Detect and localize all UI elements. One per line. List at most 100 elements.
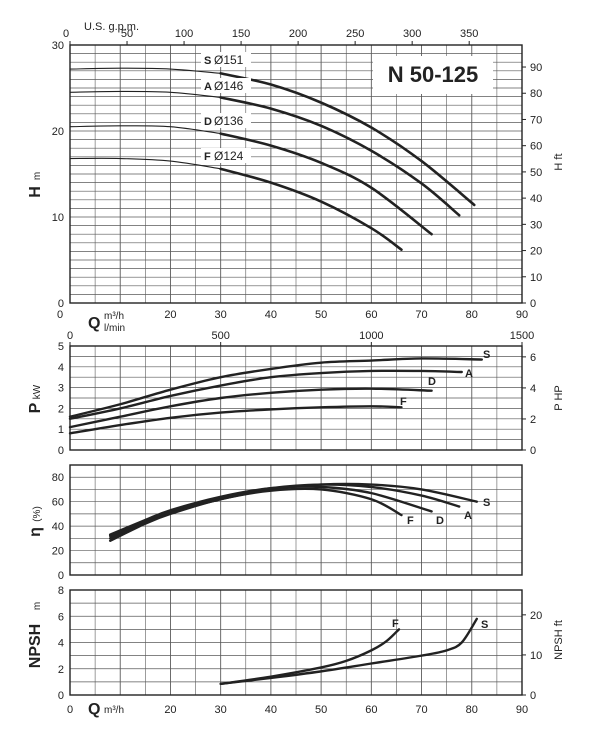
gpm-tick-label: 200 [289,28,307,40]
eff-axis-label: η [27,527,44,537]
eff-ytick-label: 0 [58,570,64,582]
lmin-tick-label: 500 [211,330,229,342]
hft-tick-label: 40 [530,193,542,205]
eff-frame [69,464,523,576]
gpm-tick-label: 50 [121,28,133,40]
power-curve-F [68,405,403,435]
q-bottom-axis-unit: m³/h [104,705,124,716]
head-ytick-label: 10 [52,212,64,224]
power-curve-D [68,387,433,429]
head-label-bg [201,78,251,93]
npsh-curve-F [219,628,401,686]
power-axis-label: P [27,402,44,413]
lmin-tick-label: 0 [67,330,73,342]
q-tick-label: 30 [215,309,227,321]
eff-ytick-label: 80 [52,472,64,484]
head-axis-label: H [27,186,44,198]
eff-ytick-label: 60 [52,497,64,509]
power-frame [69,345,523,451]
lmin-tick-label: 1000 [359,330,383,342]
npsh-grid [69,589,523,696]
q-axis-label: Q [88,315,100,332]
head-impeller-label: Ø136 [214,114,244,128]
q-tick-label: 90 [516,309,528,321]
head-curve-F [219,167,403,251]
power-series-label: D [428,376,436,388]
npsh-series-label: S [481,619,488,631]
hft-tick-label: 30 [530,219,542,231]
npshft-tick-label: 10 [530,650,542,662]
q-tick-label: 60 [365,309,377,321]
npsh-ytick-label: 8 [58,585,64,597]
head-curve-A-thin [69,90,222,99]
eff-series-label: A [464,510,472,522]
head-curve-F-thin [69,157,222,170]
eff-axis-unit: (%) [32,506,43,522]
q-tick-label: 0 [57,309,63,321]
eff-curve-F [108,487,403,542]
model-title: N 50-125 [388,62,479,87]
eff-series-label: F [407,515,414,527]
npsh-ytick-label: 6 [58,611,64,623]
head-frame [69,44,523,304]
q-tick-label: 20 [164,309,176,321]
q-bottom-tick-label: 50 [315,704,327,716]
npsh-ytick-label: 2 [58,664,64,676]
power-series-label: A [465,368,473,380]
power-curve-A [68,369,463,420]
hft-tick-label: 0 [530,298,536,310]
q-bottom-tick-label: 40 [265,704,277,716]
npsh-series-label: F [392,618,399,630]
head-curve-D [219,132,433,236]
power-series-label: F [400,396,407,408]
q-tick-label: 70 [415,309,427,321]
head-label-bg [201,52,251,67]
q-bottom-tick-label: 70 [415,704,427,716]
npsh-ytick-label: 4 [58,638,64,650]
head-ytick-label: 20 [52,126,64,138]
power-ytick-label: 5 [58,341,64,353]
q-tick-label: 80 [466,309,478,321]
php-tick-label: 6 [530,352,536,364]
q-bottom-tick-label: 0 [67,704,73,716]
head-series-label: S [204,55,211,67]
npsh-curve-S [219,617,478,686]
head-series-label: F [204,151,211,163]
eff-grid [69,464,523,576]
hft-tick-label: 10 [530,272,542,284]
lmin-tick-label: 1500 [510,330,534,342]
npsh-ytick-label: 0 [58,690,64,702]
head-series-label: A [204,81,212,93]
q-tick-label: 40 [265,309,277,321]
power-ytick-label: 3 [58,383,64,395]
eff-series-label: D [436,515,444,527]
head-curve-S [219,72,476,207]
hft-tick-label: 20 [530,246,542,258]
php-tick-label: 0 [530,445,536,457]
gpm-axis-label: U.S. g.p.m. [84,21,139,33]
q-bottom-tick-label: 90 [516,704,528,716]
model-badge [373,56,493,94]
gpm-tick-label: 100 [175,28,193,40]
php-tick-label: 4 [530,383,536,395]
npshft-axis-label: NPSH ft [553,620,565,660]
eff-ytick-label: 20 [52,546,64,558]
q-axis-unit-lmin: l/min [104,323,125,334]
power-axis-unit: kW [32,384,43,399]
power-ytick-label: 2 [58,403,64,415]
q-bottom-tick-label: 30 [215,704,227,716]
npshft-tick-label: 20 [530,610,542,622]
hft-tick-label: 80 [530,88,542,100]
head-series-label: D [204,116,212,128]
php-tick-label: 2 [530,414,536,426]
head-label-bg [201,113,251,128]
power-curve-S [68,357,484,418]
power-ytick-label: 1 [58,424,64,436]
gpm-tick-label: 150 [232,28,250,40]
gpm-tick-label: 0 [63,28,69,40]
head-ytick-label: 0 [58,298,64,310]
head-axis-unit: m [32,172,43,180]
head-curve-A [219,96,461,217]
hft-tick-label: 70 [530,114,542,126]
npsh-axis-label: NPSH [27,624,44,668]
